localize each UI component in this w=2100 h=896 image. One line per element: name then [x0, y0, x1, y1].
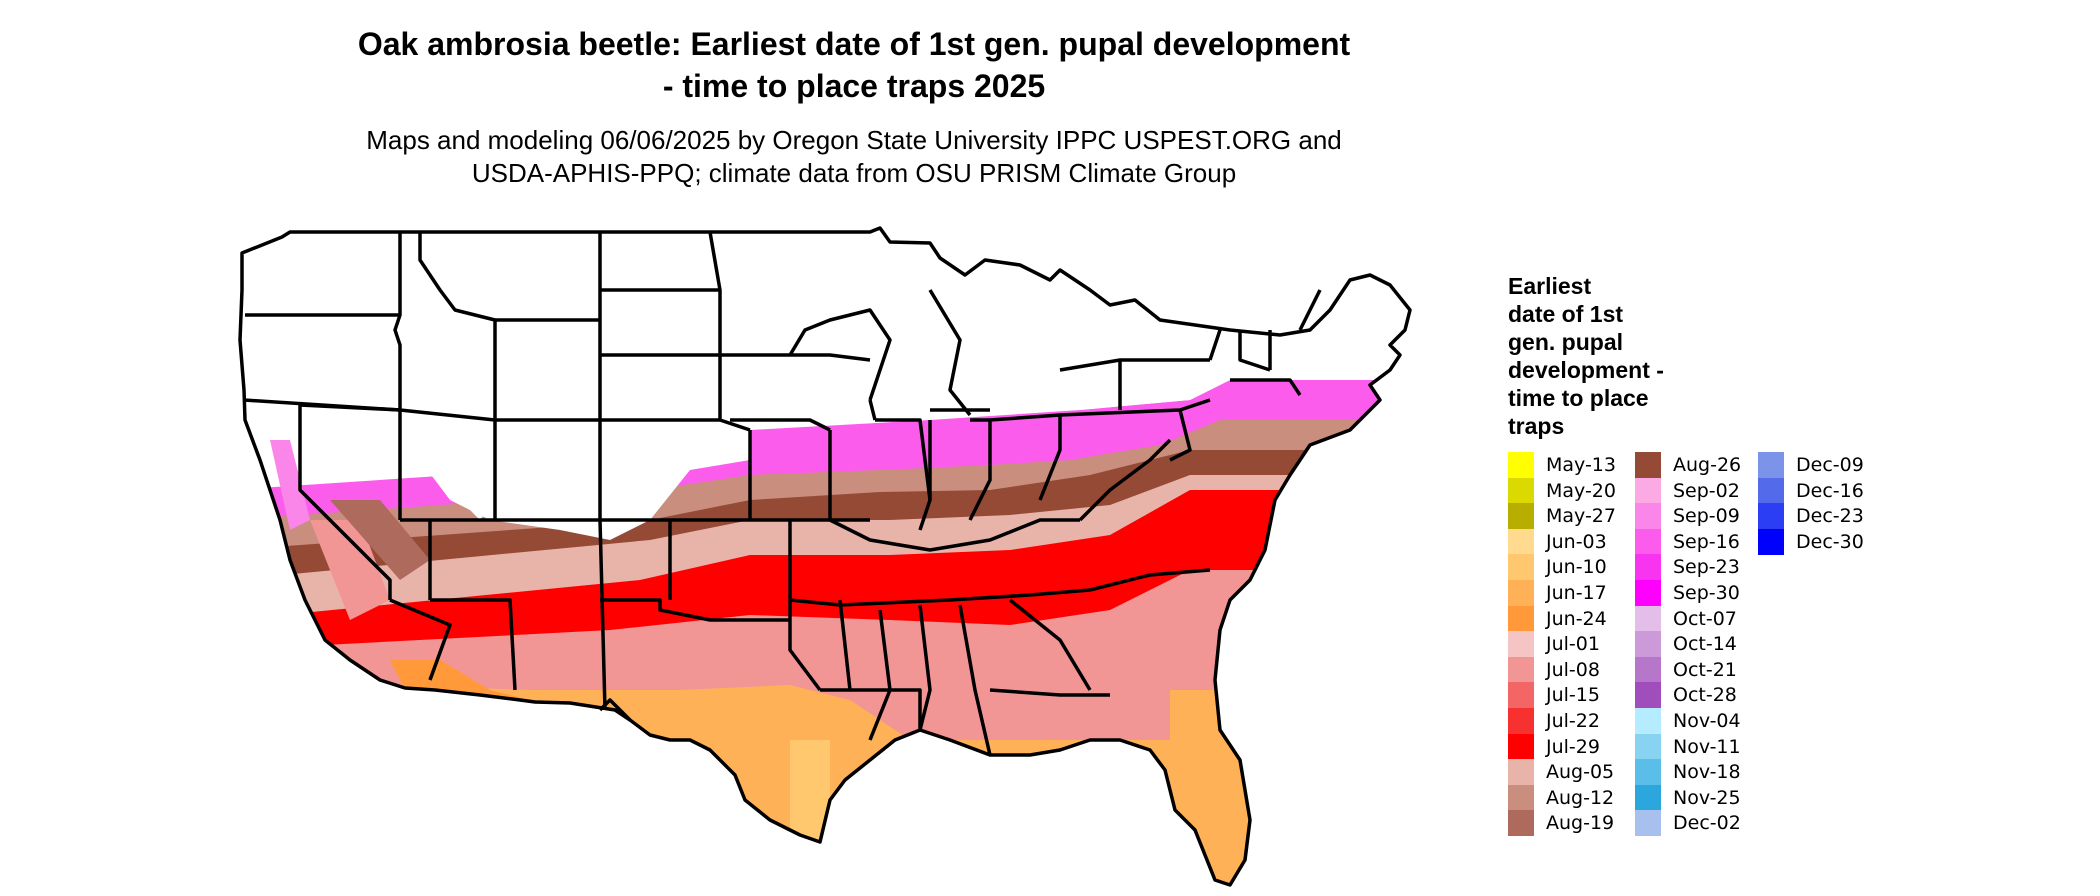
- legend-label: Jul-22: [1546, 710, 1600, 732]
- legend-swatch: [1635, 477, 1661, 504]
- legend-swatch: [1758, 528, 1784, 555]
- legend-label: Dec-23: [1796, 505, 1864, 528]
- legend-swatch: [1758, 452, 1784, 478]
- legend-swatch: [1508, 477, 1534, 504]
- legend-label: Oct-28: [1673, 684, 1737, 707]
- map-subtitle-line2: USDA-APHIS-PPQ; climate data from OSU PR…: [471, 158, 1237, 188]
- legend-swatch: [1635, 733, 1661, 760]
- legend-label: May-20: [1546, 479, 1616, 502]
- legend-label: Sep-30: [1673, 582, 1740, 604]
- legend-label: Oct-07: [1673, 607, 1737, 630]
- legend-label: Jul-15: [1546, 684, 1600, 707]
- legend-swatch: [1508, 580, 1534, 606]
- legend-label: Jun-10: [1546, 556, 1607, 579]
- legend-label: Dec-30: [1796, 530, 1864, 553]
- legend-label: Oct-14: [1673, 633, 1737, 656]
- legend-label: Sep-09: [1673, 505, 1740, 528]
- map-title-line2: - time to place traps 2025: [662, 68, 1046, 104]
- legend-label: Nov-25: [1673, 786, 1741, 809]
- legend-swatch: [1635, 528, 1661, 555]
- legend-swatch: [1508, 605, 1534, 632]
- legend-swatch: [1508, 631, 1534, 658]
- legend-swatch: [1635, 708, 1661, 734]
- legend-title-line: Earliest: [1508, 273, 1592, 299]
- legend-title-line: traps: [1508, 413, 1565, 439]
- legend-title-line: development -: [1508, 357, 1664, 383]
- legend-swatch: [1508, 733, 1534, 760]
- legend-swatch: [1635, 759, 1661, 786]
- map-land: [240, 228, 1410, 885]
- legend-label: Jul-08: [1546, 658, 1600, 681]
- legend-swatch: [1508, 528, 1534, 555]
- legend-label: Jun-24: [1546, 607, 1607, 630]
- legend-label: Sep-02: [1673, 479, 1740, 502]
- legend-title: Earliest date of 1st gen. pupal developm…: [1508, 272, 1738, 440]
- legend-swatch: [1508, 759, 1534, 786]
- state-borders: [238, 226, 1412, 887]
- legend-swatch: [1635, 452, 1661, 478]
- map-subtitle-line1: Maps and modeling 06/06/2025 by Oregon S…: [366, 125, 1342, 155]
- map-title-line1: Oak ambrosia beetle: Earliest date of 1s…: [357, 26, 1351, 62]
- legend-label: Sep-23: [1673, 556, 1740, 579]
- legend-label: Nov-18: [1673, 761, 1741, 784]
- legend-title-line: time to place: [1508, 385, 1649, 411]
- legend-swatch: [1508, 656, 1534, 683]
- legend-label: Dec-02: [1673, 812, 1741, 835]
- legend-label: Aug-26: [1673, 454, 1742, 476]
- legend-swatch: [1508, 682, 1534, 709]
- legend-label: Oct-21: [1673, 658, 1737, 681]
- legend-swatch: [1758, 477, 1784, 504]
- legend-label: Jul-01: [1546, 633, 1600, 656]
- legend-label: Aug-05: [1546, 761, 1615, 784]
- legend-label: Nov-04: [1673, 710, 1741, 732]
- legend-swatch: [1758, 503, 1784, 530]
- legend-label: May-27: [1546, 505, 1616, 528]
- legend-label: Nov-11: [1673, 735, 1741, 758]
- legend-title-line: gen. pupal: [1508, 329, 1623, 355]
- legend-swatch: [1508, 554, 1534, 581]
- legend-swatch: [1508, 503, 1534, 530]
- legend-swatch: [1635, 784, 1661, 811]
- legend-label: Dec-16: [1796, 479, 1864, 502]
- legend-swatch: [1508, 452, 1534, 478]
- legend-swatch: [1635, 682, 1661, 709]
- legend-label: Aug-12: [1546, 786, 1615, 809]
- legend-swatch: [1508, 708, 1534, 734]
- legend-swatch: [1635, 631, 1661, 658]
- legend-label: Sep-16: [1673, 530, 1740, 553]
- legend-label: Jun-03: [1546, 530, 1607, 553]
- legend-swatch: [1635, 554, 1661, 581]
- legend-swatch: [1635, 580, 1661, 606]
- legend-swatch: [1508, 784, 1534, 811]
- legend-label: Jul-29: [1546, 735, 1600, 758]
- legend-swatch: [1635, 605, 1661, 632]
- legend-swatch: [1635, 656, 1661, 683]
- legend-swatch: [1635, 810, 1661, 837]
- legend-title-line: date of 1st: [1508, 301, 1624, 327]
- legend-label: Jun-17: [1546, 582, 1607, 604]
- legend-swatch: [1635, 503, 1661, 530]
- us-map: [238, 226, 1412, 887]
- legend-label: Aug-19: [1546, 812, 1615, 835]
- legend-label: May-13: [1546, 454, 1616, 476]
- legend-swatch: [1508, 810, 1534, 837]
- legend-label: Dec-09: [1796, 454, 1864, 476]
